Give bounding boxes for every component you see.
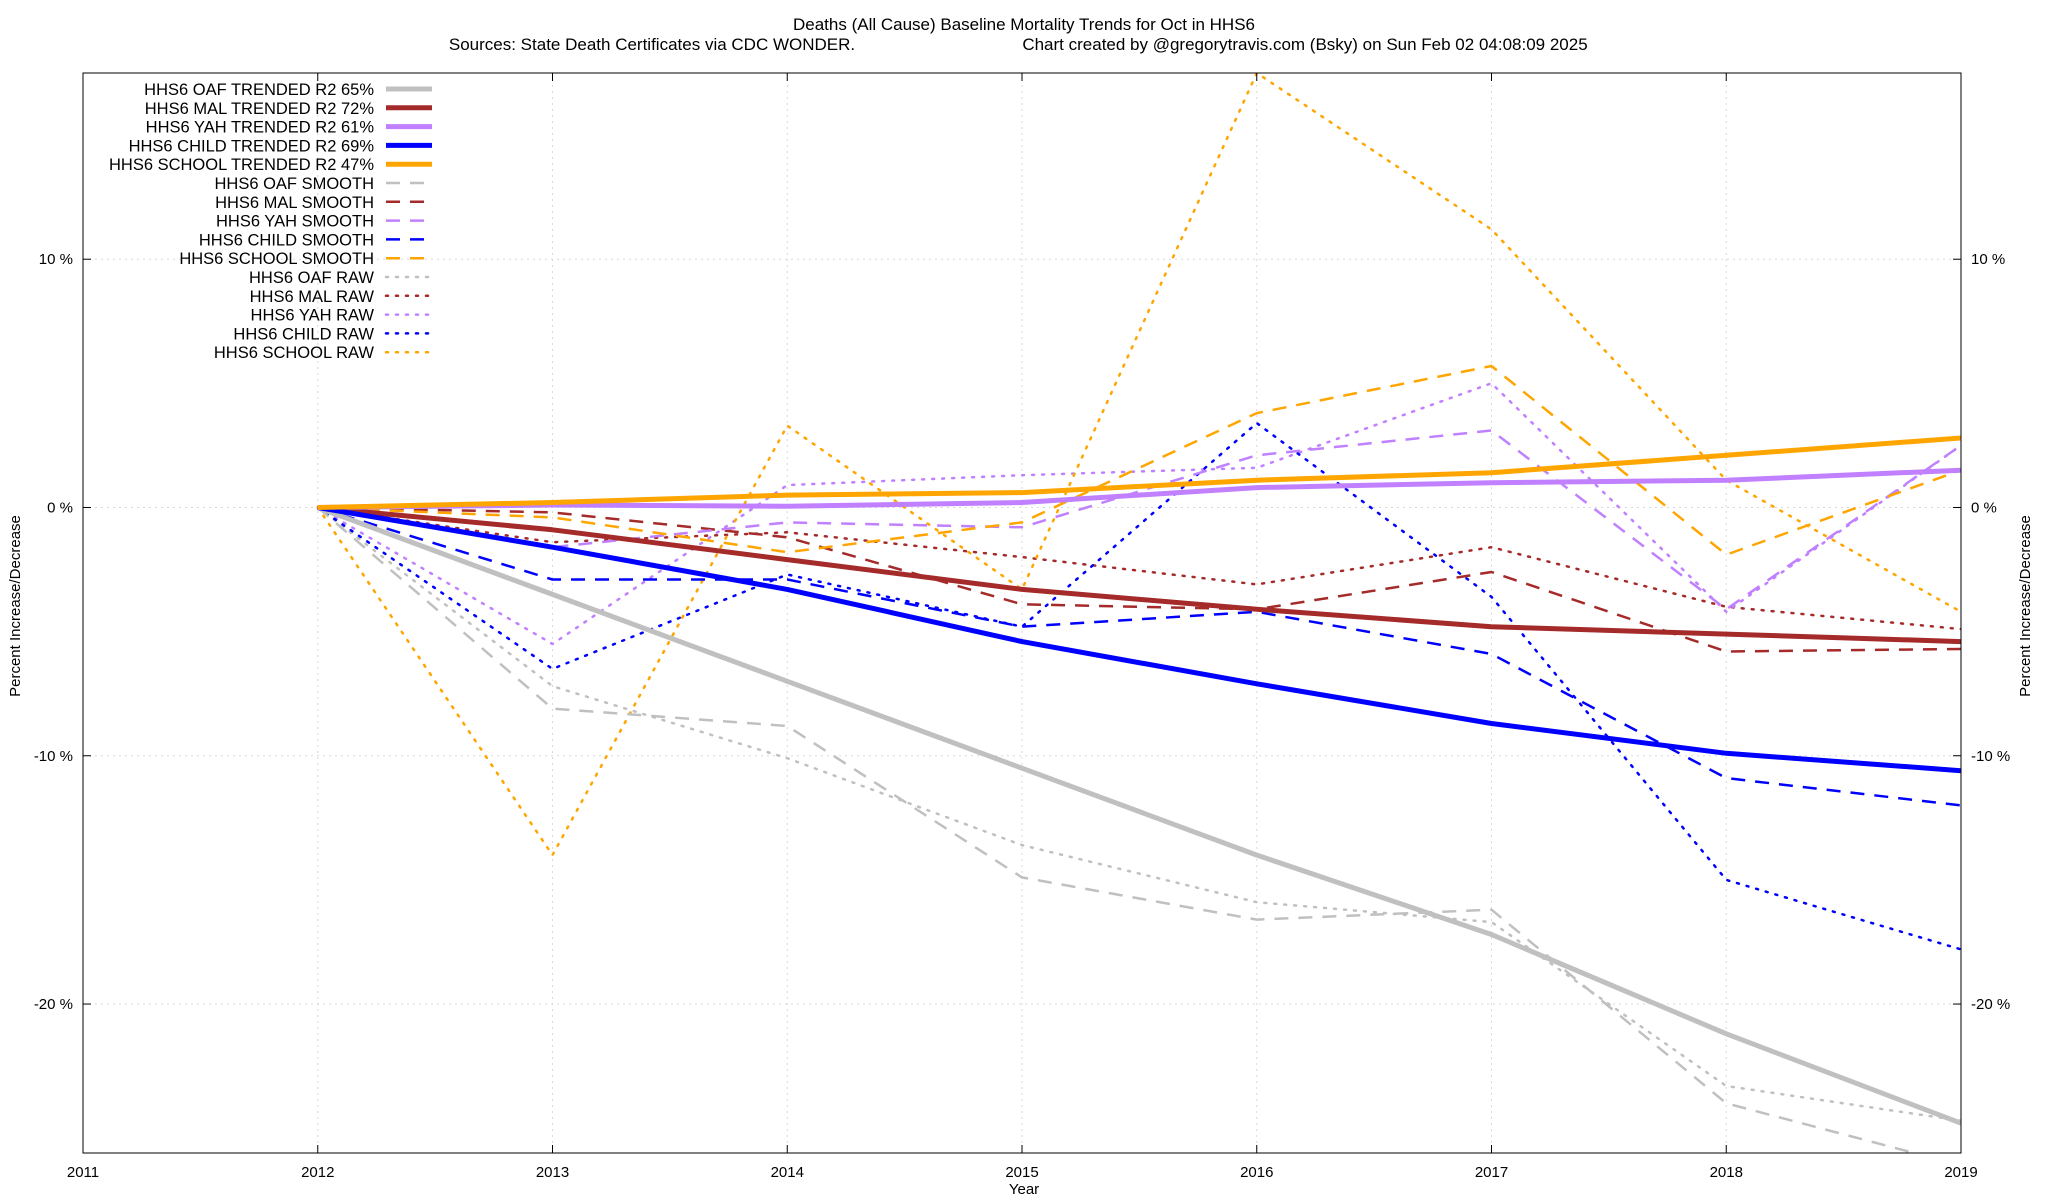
x-axis-label: Year <box>1009 1181 1039 1198</box>
y-axis-label-right: Percent Increase/Decrease <box>2017 515 2034 697</box>
x-tick-label: 2017 <box>1475 1164 1508 1181</box>
series-layer <box>316 73 1961 1153</box>
y-tick-label-right: 0 % <box>1971 499 1997 516</box>
legend-label: HHS6 OAF RAW <box>249 269 374 287</box>
legend-label: HHS6 CHILD TRENDED R2 69% <box>129 137 375 155</box>
series-line-hhs6-mal-trended-r2-72pct <box>317 505 1961 645</box>
series-line-hhs6-yah-smooth <box>317 429 1961 611</box>
x-tick-label: 2014 <box>771 1164 804 1181</box>
legend-label: HHS6 CHILD SMOOTH <box>199 231 374 249</box>
series-line-hhs6-mal-raw <box>316 506 1961 631</box>
legend-label: HHS6 MAL SMOOTH <box>215 194 374 212</box>
legend-label: HHS6 MAL TRENDED R2 72% <box>145 100 375 118</box>
legend-label: HHS6 YAH RAW <box>251 307 375 325</box>
y-tick-label: 0 % <box>47 499 73 516</box>
x-tick-label: 2019 <box>1944 1164 1977 1181</box>
x-tick-label: 2018 <box>1710 1164 1743 1181</box>
y-tick-label-right: -20 % <box>1971 996 2010 1013</box>
series-line-hhs6-school-trended-r2-47pct <box>317 435 1961 510</box>
legend-label: HHS6 SCHOOL SMOOTH <box>179 250 374 268</box>
legend-label: HHS6 MAL RAW <box>250 288 375 306</box>
chart-subtitle-credit: Chart created by @gregorytravis.com (Bsk… <box>1022 35 1587 54</box>
series-line-hhs6-mal-smooth <box>317 506 1961 653</box>
chart-subtitle-source: Sources: State Death Certificates via CD… <box>449 35 855 54</box>
axis-ticks: 2011 2012 2013 2014 2015 2016 2017 2018 2019 10 %… <box>34 73 2010 1181</box>
x-tick-label: 2013 <box>536 1164 569 1181</box>
y-tick-label: -10 % <box>34 748 73 765</box>
legend: HHS6 OAF TRENDED R2 65%HHS6 MAL TRENDED … <box>109 81 434 362</box>
legend-label: HHS6 SCHOOL TRENDED R2 47% <box>109 156 374 174</box>
y-tick-label: -20 % <box>34 996 73 1013</box>
chart-title: Deaths (All Cause) Baseline Mortality Tr… <box>793 15 1255 34</box>
series-line-hhs6-child-smooth <box>317 506 1961 807</box>
series-line-hhs6-school-raw <box>316 73 1961 857</box>
series-line-hhs6-yah-trended-r2-61pct <box>317 467 1961 510</box>
series-line-hhs6-oaf-smooth <box>316 506 1920 1153</box>
series-line-hhs6-child-trended-r2-69pct <box>317 505 1961 774</box>
legend-label: HHS6 SCHOOL RAW <box>214 344 375 362</box>
y-tick-label-right: -10 % <box>1971 748 2010 765</box>
legend-label: HHS6 YAH SMOOTH <box>216 213 374 231</box>
x-tick-label: 2015 <box>1005 1164 1038 1181</box>
series-line-hhs6-yah-raw <box>316 382 1961 646</box>
legend-label: HHS6 YAH TRENDED R2 61% <box>146 119 375 137</box>
legend-label: HHS6 CHILD RAW <box>233 325 374 343</box>
x-tick-label: 2016 <box>1240 1164 1273 1181</box>
legend-label: HHS6 OAF TRENDED R2 65% <box>144 81 374 99</box>
x-tick-label: 2012 <box>301 1164 334 1181</box>
legend-label: HHS6 OAF SMOOTH <box>214 175 374 193</box>
x-tick-label: 2011 <box>67 1164 99 1181</box>
y-axis-label-left: Percent Increase/Decrease <box>7 515 24 697</box>
y-tick-label-right: 10 % <box>1971 251 2005 268</box>
series-line-hhs6-school-smooth <box>317 364 1961 556</box>
series-line-hhs6-oaf-trended-r2-65pct <box>316 505 1961 1126</box>
series-line-hhs6-oaf-raw <box>316 506 1961 1122</box>
y-tick-label: 10 % <box>39 251 73 268</box>
